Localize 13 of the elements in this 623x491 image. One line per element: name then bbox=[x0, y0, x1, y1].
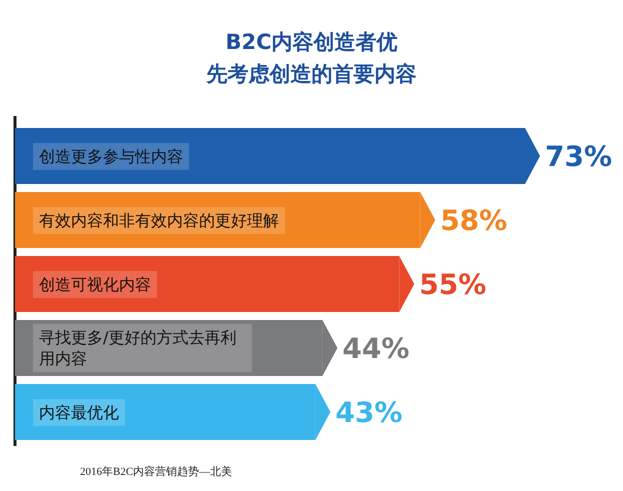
y-tick-label: 创造可视化内容 bbox=[33, 270, 157, 298]
data-label: 44% bbox=[342, 332, 410, 365]
data-label: 58% bbox=[440, 204, 508, 237]
text: 2016年B2C内容营销趋势—北美 bbox=[80, 464, 232, 479]
chart-subtitle: 先考虑创造的首要内容 bbox=[205, 61, 418, 88]
y-tick-label: 内容最优化 bbox=[33, 398, 125, 426]
data-label: 73% bbox=[545, 140, 612, 173]
y-tick-label: 创造更多参与性内容 bbox=[33, 142, 189, 170]
y-tick-label: 寻找更多/更好的方式去再利用内容 bbox=[33, 324, 252, 372]
chart-title: B2C内容创造者优 bbox=[224, 29, 399, 56]
data-label: 55% bbox=[419, 268, 486, 301]
y-tick-label: 有效内容和非有效内容的更好理解 bbox=[33, 206, 285, 234]
data-label: 43% bbox=[335, 396, 402, 429]
